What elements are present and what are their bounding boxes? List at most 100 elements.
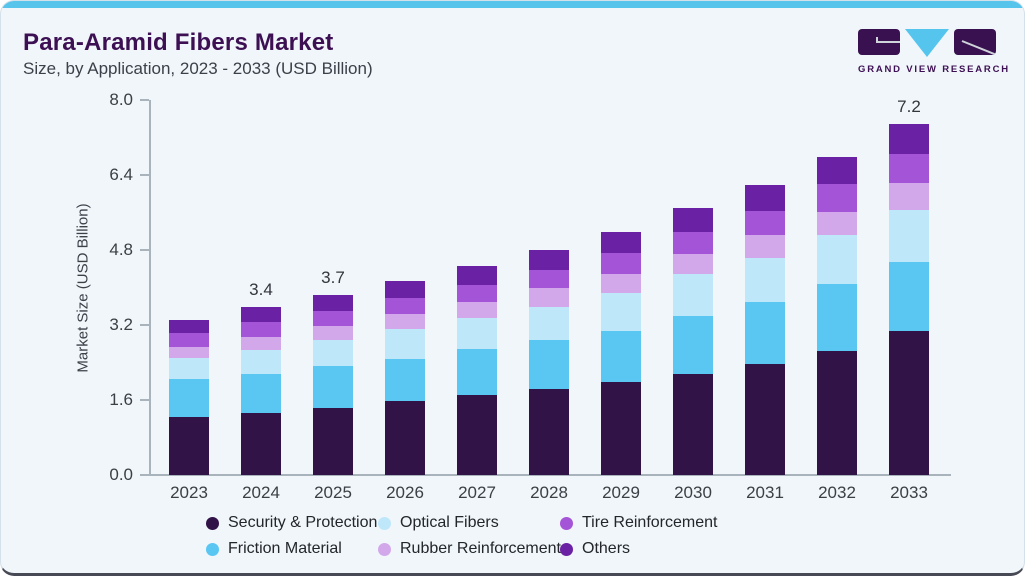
- bar-segment: [817, 156, 857, 185]
- bar-segment: [457, 395, 497, 475]
- x-tick-label: 2024: [242, 483, 280, 502]
- bar-segment: [457, 265, 497, 286]
- legend-item: Optical Fibers: [378, 512, 560, 534]
- bar-segment: [385, 280, 425, 298]
- bar-segment: [241, 412, 281, 475]
- bar-segment: [529, 287, 569, 307]
- bar-segment: [457, 349, 497, 396]
- y-tick-mark: [140, 399, 149, 401]
- bar-segment: [385, 329, 425, 359]
- bar-segment: [385, 401, 425, 475]
- bar-segment: [241, 307, 281, 323]
- x-axis-line: [149, 474, 951, 476]
- bar-segment: [601, 382, 641, 475]
- y-tick-mark: [140, 324, 149, 326]
- x-tick-label: 2033: [890, 483, 928, 502]
- y-tick-mark: [140, 99, 149, 101]
- legend-label: Tire Reinforcement: [582, 514, 718, 531]
- legend-swatch-icon: [378, 542, 391, 556]
- y-tick-label: 3.2: [109, 315, 133, 334]
- bar-segment: [817, 235, 857, 285]
- bar-segment: [169, 416, 209, 475]
- x-tick-label: 2023: [170, 483, 208, 502]
- bar-segment: [385, 297, 425, 314]
- bar-segment: [313, 325, 353, 341]
- page-title: Para-Aramid Fibers Market: [23, 29, 334, 56]
- bar-segment: [241, 322, 281, 337]
- bar-segment: [745, 235, 785, 258]
- bar-segment: [817, 351, 857, 475]
- bar-segment: [745, 211, 785, 235]
- bar-segment: [529, 339, 569, 389]
- bar-value-label: 7.2: [897, 96, 921, 116]
- y-axis-line: [149, 100, 151, 475]
- bar-segment: [601, 231, 641, 254]
- bar-segment: [457, 302, 497, 319]
- y-tick-label: 0.0: [109, 465, 133, 484]
- x-tick-label: 2030: [674, 483, 712, 502]
- bar-segment: [889, 331, 929, 475]
- bar-segment: [889, 123, 929, 154]
- logo-shapes: [858, 29, 996, 58]
- bar-segment: [889, 153, 929, 183]
- logo-g-icon: [858, 29, 900, 55]
- bar-segment: [817, 184, 857, 212]
- bar-segment: [745, 185, 785, 212]
- y-tick-mark: [140, 174, 149, 176]
- legend-label: Optical Fibers: [400, 514, 499, 531]
- bar-segment: [241, 374, 281, 413]
- legend-label: Others: [582, 540, 631, 557]
- bar-segment: [889, 182, 929, 210]
- legend-swatch-icon: [560, 516, 573, 530]
- y-tick-label: 1.6: [109, 390, 133, 409]
- bar-segment: [889, 262, 929, 332]
- bar-segment: [817, 284, 857, 352]
- bar-segment: [673, 207, 713, 233]
- bar-segment: [745, 302, 785, 364]
- bar-segment: [385, 313, 425, 330]
- bar-segment: [889, 209, 929, 263]
- y-axis-title: Market Size (USD Billion): [74, 202, 92, 373]
- bar-segment: [601, 293, 641, 331]
- y-tick-mark: [140, 249, 149, 251]
- legend-label: Rubber Reinforcement: [400, 540, 561, 557]
- legend-label: Security & Protection: [228, 514, 378, 531]
- plot-area: Market Size (USD Billion) 0.0 1.6 3.2 4.8 6.…: [75, 90, 951, 502]
- bar-segment: [313, 366, 353, 408]
- legend-swatch-icon: [378, 516, 391, 530]
- y-tick-label: 6.4: [109, 165, 133, 184]
- bar-segment: [169, 379, 209, 417]
- legend-label: Friction Material: [228, 540, 342, 557]
- bar-segment: [529, 270, 569, 288]
- bar-segment: [169, 319, 209, 333]
- bar-segment: [241, 336, 281, 350]
- legend-item: Security & Protection: [206, 512, 378, 534]
- bar-segment: [529, 306, 569, 340]
- bar-segment: [529, 388, 569, 475]
- y-tick-mark: [140, 474, 149, 476]
- top-accent-strip: [1, 1, 1024, 8]
- bar-segment: [745, 363, 785, 475]
- legend-swatch-icon: [560, 542, 573, 556]
- x-tick-label: 2032: [818, 483, 856, 502]
- logo-v-icon: [905, 29, 949, 57]
- bar-segment: [601, 273, 641, 294]
- bar-segment: [457, 318, 497, 350]
- bar-segment: [457, 285, 497, 303]
- x-tick-label: 2029: [602, 483, 640, 502]
- bar-segment: [529, 249, 569, 271]
- bar-segment: [169, 357, 209, 380]
- bar-segment: [673, 373, 713, 475]
- y-tick-label: 8.0: [109, 90, 133, 109]
- bar-segment: [313, 295, 353, 311]
- bar-segment: [601, 330, 641, 383]
- bar-segment: [673, 232, 713, 254]
- legend-swatch-icon: [206, 516, 219, 530]
- logo-brand-text: GRAND VIEW RESEARCH: [858, 64, 1010, 75]
- bar-segment: [817, 211, 857, 236]
- bar-segment: [169, 332, 209, 348]
- bar-segment: [313, 340, 353, 367]
- page-subtitle: Size, by Application, 2023 - 2033 (USD B…: [23, 59, 373, 78]
- bar-segment: [241, 349, 281, 375]
- chart-legend: Security & Protection Optical Fibers Tire …: [206, 512, 717, 560]
